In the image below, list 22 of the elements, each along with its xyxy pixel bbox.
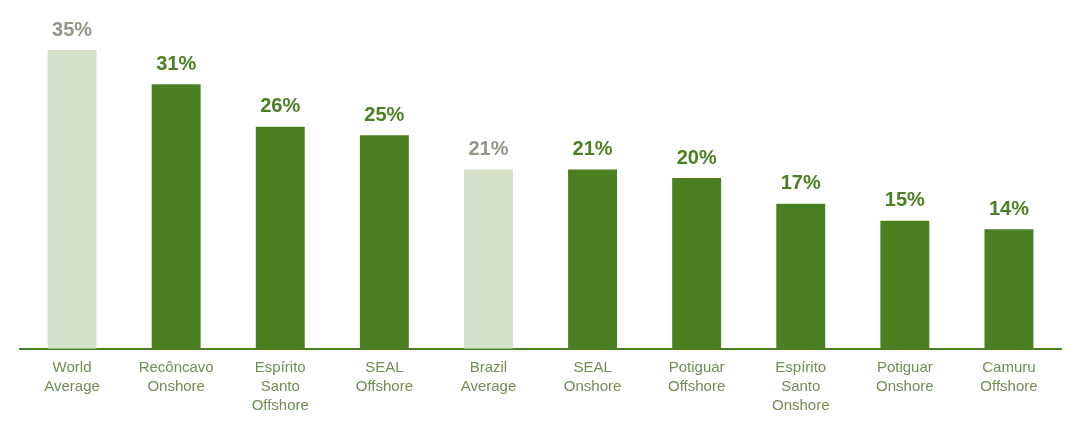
bar [463,169,513,349]
data-label: 14% [988,196,1030,219]
x-tick-label: World Average [44,358,100,395]
data-label: 35% [52,17,93,40]
data-label: 26% [260,94,301,117]
data-label: 25% [364,102,405,125]
x-tick-label: Potiguar Offshore [668,358,726,395]
data-label: 15% [884,188,926,211]
bar [47,50,97,349]
data-label: 20% [676,145,717,168]
x-tick-label: Recôncavo Onshore [138,358,214,395]
x-tick-label: Espírito Santo Offshore [251,358,309,413]
data-label: 21% [572,137,613,160]
x-tick-label: Brazil Average [460,358,517,395]
data-label: 31% [156,51,197,74]
x-tick-label: SEAL Onshore [563,358,622,395]
data-label: 17% [780,171,821,194]
x-tick-label: Camuru Offshore [980,358,1038,395]
data-label: 21% [468,137,509,160]
x-tick-label: Potiguar Onshore [876,358,934,395]
x-tick-label: Espírito Santo Onshore [771,358,830,413]
x-tick-label: SEAL Offshore [355,358,413,395]
